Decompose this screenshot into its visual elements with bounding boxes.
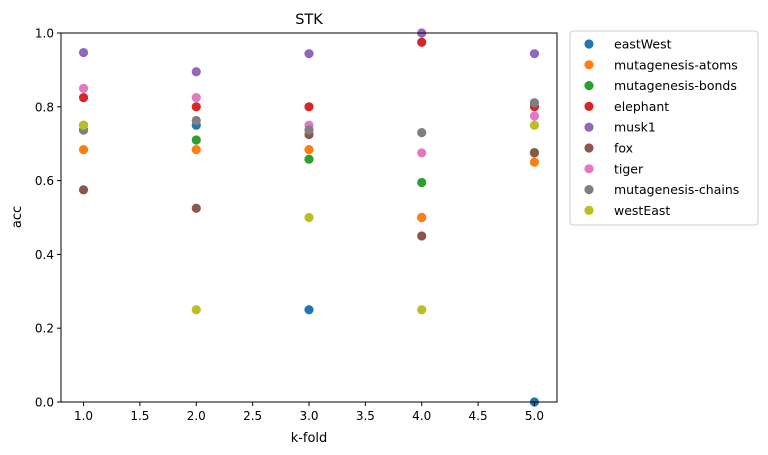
legend-marker — [584, 101, 594, 111]
legend-marker — [584, 205, 594, 215]
y-tick-label: 0.0 — [35, 396, 54, 410]
data-point — [78, 83, 89, 93]
legend-item: eastWest — [584, 37, 672, 52]
data-point — [304, 145, 314, 155]
data-point — [417, 305, 427, 315]
data-point — [529, 98, 540, 108]
data-point — [304, 49, 314, 59]
series-elephant — [78, 37, 540, 112]
x-tick-label: 1.0 — [74, 409, 93, 423]
x-tick-label: 2.0 — [187, 409, 206, 423]
y-tick-label: 0.2 — [35, 322, 54, 336]
series-musk1 — [78, 28, 540, 77]
y-tick-label: 0.4 — [35, 248, 54, 262]
y-tick-label: 1.0 — [35, 27, 54, 41]
data-point — [304, 305, 314, 315]
legend-marker — [584, 185, 594, 195]
x-tick-label: 4.5 — [469, 409, 488, 423]
legend-item: mutagenesis-chains — [584, 182, 739, 197]
legend-marker — [584, 39, 594, 49]
data-point — [191, 67, 201, 77]
y-axis-ticks: 0.0 0.2 0.4 0.6 0.8 1.0 — [35, 27, 61, 410]
x-tick-label: 3.5 — [356, 409, 375, 423]
y-axis-label: acc — [10, 206, 25, 228]
x-tick-label: 1.5 — [130, 409, 149, 423]
data-point — [304, 125, 314, 135]
legend-marker — [584, 143, 594, 153]
data-point — [529, 120, 540, 130]
legend: eastWest mutagenesis-atoms mutagenesis-bon… — [569, 30, 759, 226]
legend-label: musk1 — [614, 120, 656, 135]
x-tick-label: 3.0 — [299, 409, 318, 423]
x-tick-label: 2.5 — [243, 409, 262, 423]
data-point — [417, 212, 427, 223]
series-westEast — [78, 120, 540, 315]
legend-label: tiger — [614, 161, 644, 176]
legend-label: eastWest — [614, 37, 672, 52]
data-point — [304, 212, 314, 223]
data-point — [529, 49, 540, 59]
y-tick-label: 0.6 — [35, 174, 54, 188]
data-point — [417, 231, 427, 241]
data-point — [304, 154, 314, 164]
legend-label: mutagenesis-bonds — [614, 78, 737, 93]
legend-marker — [584, 164, 594, 174]
data-point — [191, 135, 201, 145]
data-point — [78, 185, 89, 195]
legend-label: fox — [614, 141, 633, 156]
data-point — [78, 47, 89, 58]
data-point — [191, 203, 201, 213]
legend-item: tiger — [584, 161, 644, 176]
data-point — [417, 148, 427, 158]
data-point — [417, 128, 427, 138]
legend-item: mutagenesis-atoms — [584, 57, 738, 72]
x-axis-label: k-fold — [291, 431, 328, 446]
data-point — [304, 102, 314, 112]
data-point — [417, 37, 427, 47]
legend-item: musk1 — [584, 120, 656, 135]
data-point — [78, 92, 89, 103]
legend-marker — [584, 81, 594, 91]
chart-title: STK — [295, 12, 323, 28]
legend-item: fox — [584, 141, 633, 156]
legend-item: elephant — [584, 99, 669, 114]
legend-marker — [584, 60, 594, 70]
data-points — [78, 28, 540, 407]
data-point — [529, 111, 540, 121]
data-point — [191, 145, 201, 155]
legend-box — [569, 30, 759, 226]
data-point — [191, 115, 201, 126]
data-point — [78, 120, 89, 130]
data-point — [78, 145, 89, 155]
data-point — [417, 177, 427, 188]
data-point — [191, 305, 201, 315]
data-point — [191, 92, 201, 103]
x-tick-label: 4.0 — [412, 409, 431, 423]
data-point — [191, 102, 201, 112]
series-mutagenesis-atoms — [78, 145, 540, 223]
legend-label: mutagenesis-atoms — [614, 57, 738, 72]
legend-marker — [584, 122, 594, 132]
y-tick-label: 0.8 — [35, 100, 54, 114]
x-axis-ticks: 1.0 1.5 2.0 2.5 3.0 3.5 4.0 4.5 5.0 — [74, 402, 544, 423]
legend-item: westEast — [584, 203, 670, 218]
legend-label: elephant — [614, 99, 669, 114]
legend-label: mutagenesis-chains — [614, 182, 739, 197]
data-point — [529, 157, 540, 167]
legend-item: mutagenesis-bonds — [584, 78, 737, 93]
legend-label: westEast — [614, 203, 670, 218]
x-tick-label: 5.0 — [525, 409, 544, 423]
data-point — [529, 148, 540, 158]
